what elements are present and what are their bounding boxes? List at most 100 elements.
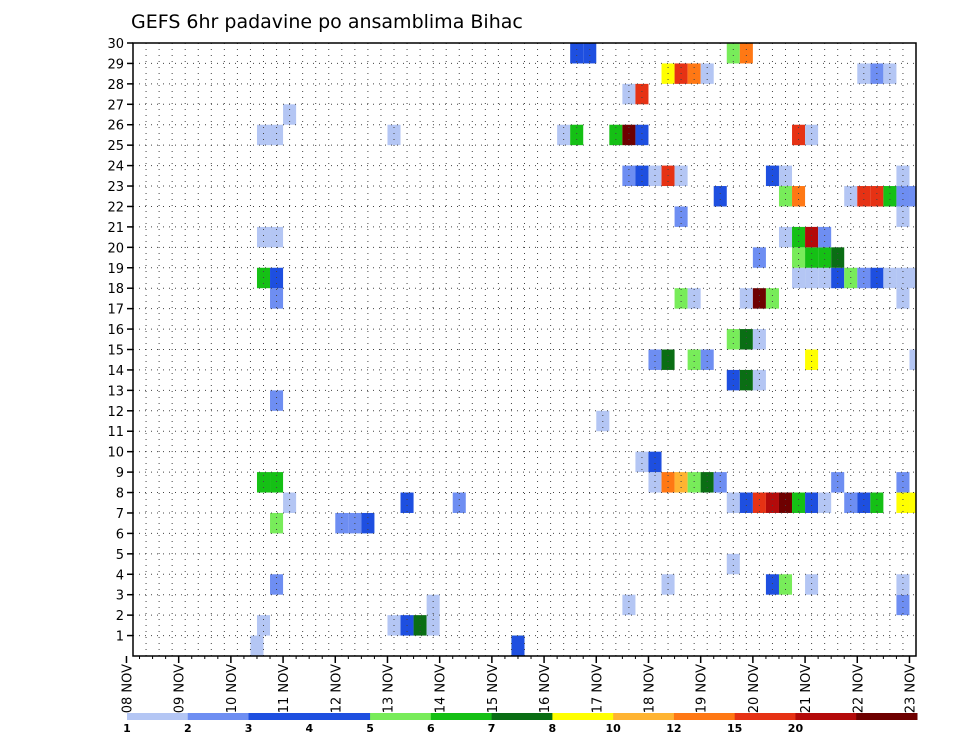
heatmap-cell: [752, 492, 766, 513]
heatmap-cell: [739, 369, 753, 391]
heatmap-cell: [674, 288, 688, 309]
heatmap-cell: [270, 574, 284, 595]
heatmap-cell: [765, 492, 779, 513]
heatmap-cell: [511, 635, 525, 656]
y-tick-label: 17: [107, 303, 124, 318]
x-tick-label: 18 NOV: [642, 664, 657, 713]
heatmap-cell: [270, 390, 284, 411]
heatmap-cell: [739, 492, 753, 513]
heatmap-cell: [270, 472, 284, 493]
heatmap-cell: [805, 226, 819, 248]
y-tick-label: 4: [116, 568, 124, 583]
heatmap-cell: [778, 492, 793, 513]
x-tick-label: 20 NOV: [747, 664, 762, 713]
heatmap-cell: [818, 492, 832, 513]
y-tick-label: 29: [107, 57, 124, 72]
colorbar-swatch: [795, 713, 857, 720]
colorbar-tick-label: 15: [727, 722, 742, 735]
heatmap-cell: [700, 472, 714, 493]
y-tick-label: 6: [116, 527, 124, 542]
y-tick-label: 27: [107, 98, 124, 113]
x-axis: 08 NOV 09 NOV 10 NOV 11 NOV 12 NOV 13 NOV 14 N…: [120, 656, 918, 713]
y-tick-label: 21: [107, 221, 124, 236]
heatmap-cell: [896, 472, 910, 493]
y-tick-label: 14: [107, 364, 124, 379]
colorbar-swatch: [127, 713, 189, 720]
heatmap-cell: [909, 349, 916, 370]
heatmap-cell: [270, 124, 284, 146]
x-tick-label: 09 NOV: [173, 664, 188, 713]
colorbar-swatch: [613, 713, 675, 720]
heatmap-cell: [687, 288, 701, 309]
colorbar-tick-label: 12: [666, 722, 681, 735]
heatmap-cell: [831, 247, 845, 268]
heatmap-cell: [805, 574, 819, 595]
colorbar-tick-label: 8: [549, 722, 557, 735]
heatmap-cell: [270, 226, 284, 248]
heatmap-cell: [661, 349, 675, 370]
heatmap-cell: [792, 124, 806, 146]
colorbar-swatch: [309, 713, 371, 720]
heatmap-cell: [250, 635, 264, 656]
colorbar: 1 2 3 4 5 6 7 8 10 12 15 20: [123, 713, 918, 735]
x-tick-label: 16 NOV: [538, 664, 553, 713]
x-tick-label: 12 NOV: [329, 664, 344, 713]
heatmap-cell: [818, 226, 832, 248]
heatmap-cell: [896, 574, 910, 595]
y-tick-label: 20: [107, 241, 124, 256]
heatmap-cell: [896, 492, 910, 513]
colorbar-tick-label: 20: [788, 722, 804, 735]
heatmap-cell: [661, 472, 675, 493]
colorbar-swatch: [248, 713, 310, 720]
heatmap-cell: [752, 369, 766, 391]
y-tick-label: 9: [116, 466, 124, 481]
y-tick-label: 5: [116, 548, 124, 563]
heatmap-cell: [831, 472, 845, 493]
y-tick-label: 30: [107, 37, 124, 52]
y-tick-label: 22: [107, 200, 124, 215]
heatmap-cell: [557, 124, 571, 146]
heatmap-cell: [752, 247, 766, 268]
colorbar-swatch: [430, 713, 493, 720]
heatmap-cell: [256, 226, 271, 248]
colorbar-swatch: [856, 713, 918, 720]
y-tick-label: 7: [116, 507, 124, 522]
heatmap-cell: [713, 472, 727, 493]
colorbar-tick-label: 1: [123, 722, 131, 735]
heatmap-cell: [400, 492, 414, 513]
heatmap-cell: [648, 451, 662, 473]
heatmap-cell: [609, 124, 623, 146]
heatmap-cell: [635, 124, 649, 146]
y-tick-label: 28: [107, 78, 124, 93]
colorbar-tick-label: 6: [427, 722, 435, 735]
x-tick-label: 08 NOV: [120, 664, 135, 713]
colorbar-tick-label: 7: [488, 722, 496, 735]
heatmap-cell: [896, 206, 910, 227]
colorbar-swatch: [734, 713, 796, 720]
colorbar-tick-label: 4: [305, 722, 313, 735]
heatmap-cell: [687, 472, 701, 493]
colorbar-swatch: [673, 713, 736, 720]
y-tick-label: 15: [107, 344, 124, 359]
y-tick-label: 11: [107, 425, 124, 440]
heatmap-cell: [387, 124, 401, 146]
x-tick-label: 14 NOV: [434, 664, 449, 713]
heatmap-cell: [765, 574, 779, 595]
heatmap-cell: [635, 83, 649, 105]
y-tick-label: 16: [107, 323, 124, 338]
heatmap-cell: [570, 124, 584, 146]
y-tick-label: 3: [116, 589, 124, 604]
chart-title: GEFS 6hr padavine po ansamblima Bihac: [131, 11, 523, 33]
x-tick-label: 10 NOV: [225, 664, 240, 713]
colorbar-tick-label: 2: [184, 722, 192, 735]
heatmap-cell: [909, 267, 916, 289]
heatmap-cell: [792, 226, 806, 248]
y-tick-label: 26: [107, 119, 124, 134]
heatmap-cell: [622, 124, 636, 146]
x-tick-label: 13 NOV: [381, 664, 396, 713]
colorbar-swatch: [491, 713, 553, 720]
heatmap-cell: [792, 247, 806, 268]
heatmap-cell: [792, 492, 806, 513]
y-tick-label: 24: [107, 160, 124, 175]
heatmap-cell: [857, 492, 871, 513]
